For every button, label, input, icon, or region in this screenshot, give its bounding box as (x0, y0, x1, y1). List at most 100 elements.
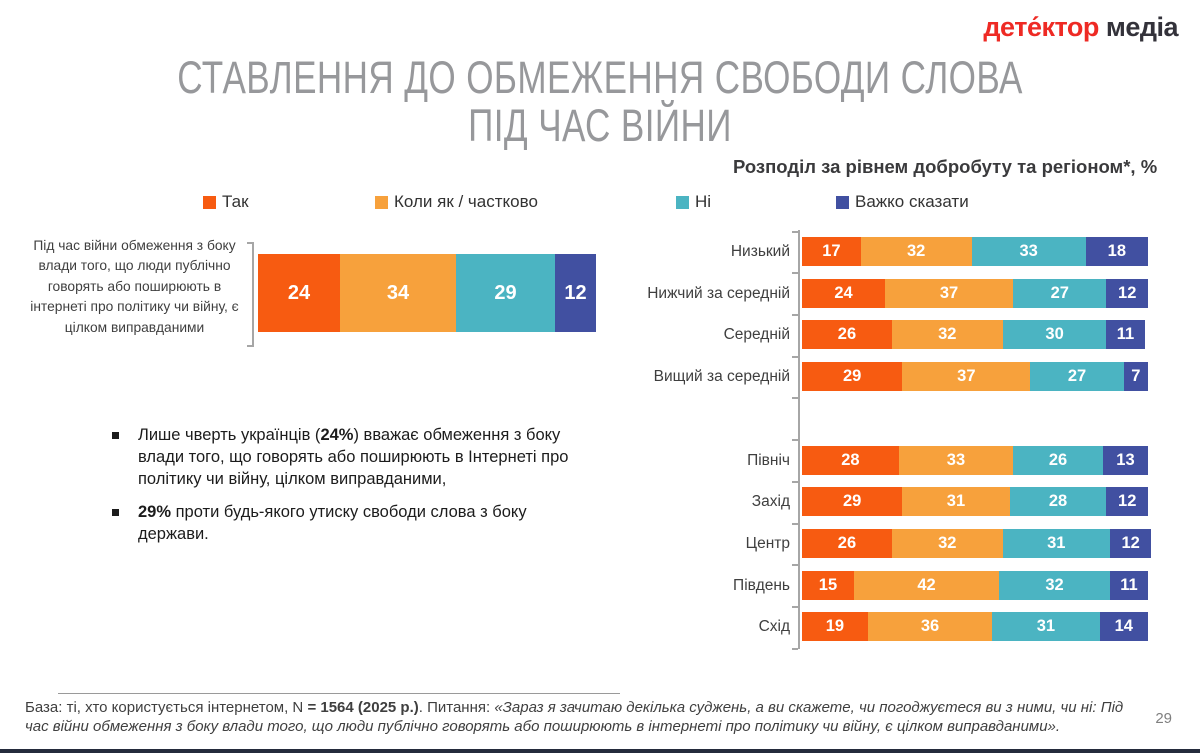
axis-tick (792, 397, 798, 400)
segment-value: 27 (1067, 367, 1087, 386)
segment-value: 31 (1036, 617, 1056, 636)
segment-value: 17 (822, 242, 841, 260)
left-axis-bracket (247, 242, 254, 347)
footer-question-text: «Зараз я зачитаю декілька суджень, а ви … (25, 699, 1124, 735)
legend-item-4: Важко сказати (836, 192, 969, 212)
legend-label: Так (222, 192, 249, 211)
axis-tick (792, 647, 798, 650)
bar-segment: 36 (867, 612, 993, 642)
left-stacked-bar: 24 34 29 12 (258, 254, 596, 332)
bullet-bold-value: 29% (138, 503, 172, 522)
segment-value: 24 (287, 281, 311, 304)
footer-note: База: ті, хто користується інтернетом, N… (25, 699, 1140, 737)
bar-segment: 37 (902, 362, 1031, 392)
axis-tick (792, 355, 798, 358)
bar-segment: 15 (802, 570, 854, 600)
list-item: 29% проти будь-якого утиску свободи слов… (108, 501, 580, 545)
footer-base-text: База: ті, хто користується інтернетом, N (25, 699, 308, 716)
segment-value: 28 (1048, 492, 1068, 511)
bar-segment: 27 (1013, 278, 1107, 308)
footer-question-label: . Питання: (418, 699, 495, 716)
statement-label: Під час війни обмеження з боку влади тог… (30, 238, 239, 335)
bar-segment: 29 (802, 362, 903, 392)
bar-segment: 31 (1002, 528, 1110, 558)
stacked-bar-row: 29 31 28 12 (802, 487, 1148, 517)
category-label: Центр (745, 534, 790, 552)
legend-swatch-icon (203, 195, 216, 209)
left-bar-segment: 29 (456, 254, 556, 332)
segment-value: 7 (1131, 367, 1141, 386)
segment-value: 42 (917, 575, 936, 594)
legend-swatch-icon (676, 195, 689, 209)
left-bar-segment: 12 (555, 254, 596, 332)
bullet-bold-value: 24% (320, 426, 354, 444)
bar-segment: 14 (1099, 612, 1148, 642)
segment-value: 29 (494, 281, 517, 304)
segment-value: 12 (1118, 492, 1137, 511)
page-title-line1: СТАВЛЕННЯ ДО ОБМЕЖЕННЯ СВОБОДИ СЛОВА (177, 52, 1023, 103)
segment-value: 29 (842, 367, 862, 386)
legend-swatch-icon (836, 195, 849, 209)
segment-value: 36 (920, 617, 940, 636)
stacked-bar-row: 29 37 27 7 (802, 362, 1148, 392)
segment-value: 24 (834, 283, 853, 302)
category-label: Вищий за середній (653, 368, 790, 386)
segment-value: 28 (841, 450, 860, 469)
category-label: Південь (733, 576, 790, 594)
segment-value: 11 (1120, 575, 1138, 594)
segment-value: 31 (946, 492, 966, 511)
segment-value: 12 (1121, 533, 1140, 552)
segment-value: 33 (946, 450, 966, 469)
legend-label: Ні (695, 192, 712, 211)
segment-value: 26 (837, 325, 857, 344)
bar-segment: 30 (1002, 320, 1107, 350)
page-title: СТАВЛЕННЯ ДО ОБМЕЖЕННЯ СВОБОДИ СЛОВА ПІД… (132, 52, 1068, 150)
right-chart-title: Розподіл за рівнем добробуту та регіоном… (733, 156, 1158, 177)
bullet-text: Лише чверть українців ( (138, 426, 321, 444)
segment-value: 37 (939, 283, 959, 302)
axis-tick (792, 564, 798, 567)
stacked-bar-row: 26 32 30 11 (802, 320, 1145, 350)
segment-value: 13 (1116, 450, 1135, 469)
axis-tick (792, 230, 798, 233)
right-chart: Низький 17 32 33 18 Нижчий за середній 24 37 27 1… (630, 230, 1155, 660)
axis-tick (792, 314, 798, 317)
logo-word-detector: дете́ктор (983, 12, 1099, 42)
category-label: Середній (723, 326, 790, 344)
bar-segment: 26 (802, 320, 892, 350)
footer-separator (58, 693, 620, 694)
legend-label: Коли як / частково (394, 192, 538, 211)
segment-value: 30 (1045, 325, 1064, 344)
bar-segment: 42 (853, 570, 1000, 600)
bar-segment: 17 (802, 237, 861, 266)
segment-value: 37 (957, 367, 976, 386)
segment-value: 32 (906, 242, 926, 260)
legend-item-2: Коли як / частково (375, 192, 538, 212)
bar-segment: 19 (802, 612, 868, 642)
segment-value: 18 (1107, 242, 1127, 260)
stacked-bar-row: 15 42 32 11 (802, 570, 1148, 600)
bar-segment: 33 (971, 237, 1086, 266)
segment-value: 29 (842, 492, 862, 511)
axis-tick (792, 480, 798, 483)
bar-segment: 11 (1106, 320, 1145, 350)
bar-segment: 7 (1123, 362, 1148, 392)
bar-segment: 32 (999, 570, 1110, 600)
stacked-bar-row: 28 33 26 13 (802, 445, 1148, 475)
bar-segment: 28 (802, 445, 899, 475)
legend-label: Важко сказати (855, 192, 969, 211)
list-item: Лише чверть українців (24%) вважає обмеж… (108, 424, 580, 490)
axis-tick (792, 522, 798, 525)
category-label: Низький (730, 243, 790, 260)
segment-value: 12 (564, 281, 587, 304)
bullet-text: проти будь-якого утиску свободи слова з … (138, 503, 527, 544)
bar-segment: 26 (1013, 445, 1103, 475)
right-chart-axis (798, 230, 800, 649)
legend-swatch-icon (375, 195, 388, 209)
stacked-bar-row: 24 37 27 12 (802, 278, 1148, 308)
logo-word-media: медіа (1105, 12, 1179, 42)
bar-segment: 26 (802, 528, 892, 558)
bar-segment: 32 (891, 320, 1003, 350)
segment-value: 27 (1050, 283, 1069, 302)
